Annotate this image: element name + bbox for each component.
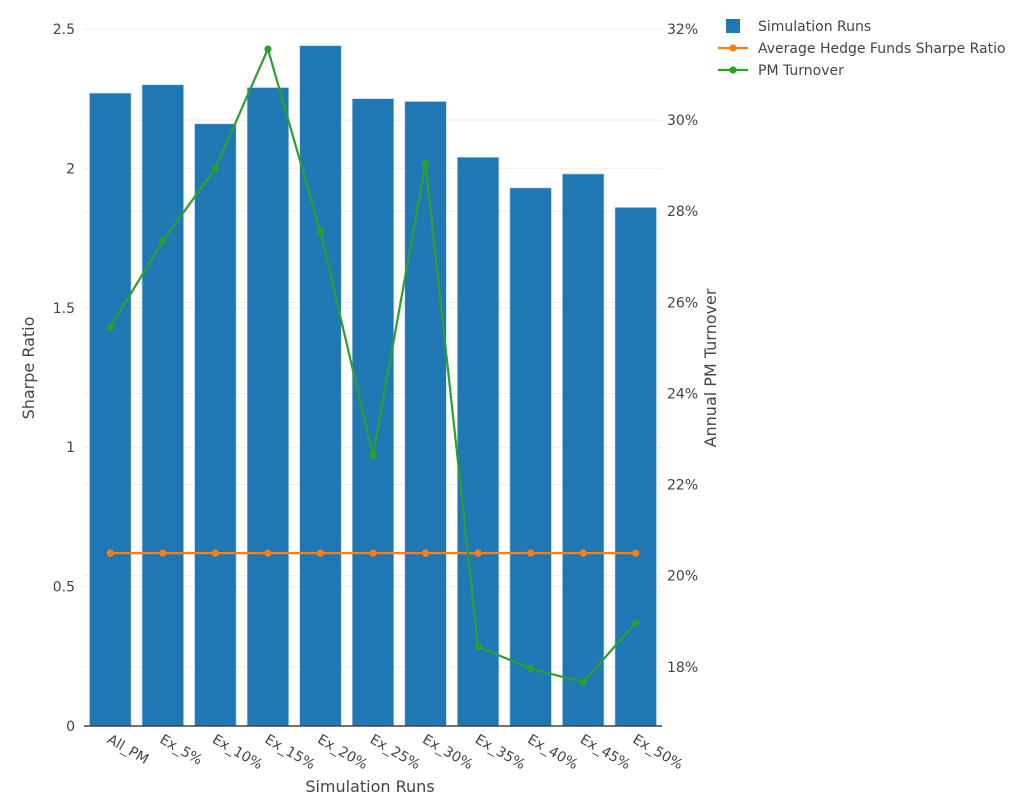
- x-tick-label: Ex_45%: [577, 732, 633, 773]
- x-tick-label: Ex_50%: [630, 732, 686, 773]
- legend-marker: [729, 44, 737, 52]
- data-point: [316, 228, 325, 236]
- legend-marker: [729, 66, 737, 74]
- legend-label: PM Turnover: [758, 63, 844, 79]
- legend-label: Simulation Runs: [758, 19, 871, 35]
- data-point: [211, 549, 219, 557]
- bar-series: [89, 45, 657, 727]
- x-tick-label: Ex_10%: [209, 732, 265, 773]
- data-point: [316, 549, 325, 557]
- data-point: [632, 549, 640, 557]
- legend-swatch: [726, 19, 740, 33]
- data-point: [632, 618, 640, 627]
- y2-tick-label: 28%: [667, 204, 698, 220]
- data-point: [579, 549, 587, 557]
- y-tick-label: 2.5: [53, 22, 75, 38]
- x-axis-ticks: All_PM Ex_5% Ex_10%Ex_15%Ex_20%Ex_25%Ex_30…: [104, 732, 685, 773]
- data-point: [159, 549, 167, 557]
- y-tick-label: 1: [66, 440, 75, 456]
- y2-axis-ticks: 18% 20% 22% 24% 26% 28% 30% 32%: [667, 22, 698, 676]
- data-point: [264, 549, 272, 557]
- bar: [509, 187, 552, 727]
- x-tick-label: Ex_30%: [420, 732, 476, 773]
- bar: [246, 87, 289, 727]
- y2-tick-label: 18%: [667, 660, 698, 676]
- y-tick-label: 0.5: [53, 580, 75, 596]
- data-point: [421, 549, 430, 557]
- bar: [194, 123, 237, 727]
- data-point: [211, 164, 219, 172]
- legend: Simulation Runs Average Hedge Funds Sharp…: [718, 19, 1006, 79]
- bar: [141, 84, 184, 727]
- data-point: [369, 549, 377, 557]
- y2-tick-label: 22%: [667, 478, 698, 494]
- data-point: [421, 159, 430, 167]
- x-tick-label: Ex_25%: [367, 732, 423, 773]
- bar: [299, 45, 342, 727]
- data-point: [474, 643, 482, 651]
- data-point: [369, 452, 377, 460]
- data-point: [474, 549, 482, 557]
- bar: [614, 207, 657, 727]
- data-point: [106, 549, 114, 557]
- y-tick-label: 0: [66, 719, 75, 735]
- data-point: [579, 678, 587, 686]
- x-tick-label: Ex_40%: [525, 732, 581, 773]
- y2-tick-label: 30%: [667, 113, 698, 129]
- y-axis-ticks: 0 0.5 1 1.5 2 2.5: [53, 22, 75, 735]
- x-tick-label: Ex_15%: [262, 732, 318, 773]
- bar: [404, 101, 447, 727]
- x-tick-label: Ex_20%: [314, 732, 370, 773]
- y-tick-label: 2: [66, 161, 75, 177]
- data-point: [527, 665, 535, 673]
- y2-tick-label: 24%: [667, 386, 698, 402]
- y-axis-title: Sharpe Ratio: [19, 317, 38, 420]
- bar: [562, 173, 605, 727]
- y2-tick-label: 26%: [667, 295, 698, 311]
- y2-tick-label: 32%: [667, 22, 698, 38]
- x-tick-label: All_PM: [104, 732, 151, 768]
- data-point: [264, 45, 272, 53]
- bar: [351, 98, 395, 727]
- y2-axis-title: Annual PM Turnover: [701, 288, 720, 447]
- y2-tick-label: 20%: [667, 569, 698, 585]
- legend-label: Average Hedge Funds Sharpe Ratio: [758, 41, 1006, 57]
- x-tick-label: Ex_35%: [472, 732, 528, 773]
- y-tick-label: 1.5: [53, 301, 75, 317]
- data-point: [159, 237, 167, 245]
- x-tick-label: Ex_5%: [157, 732, 205, 769]
- bar: [457, 156, 500, 727]
- x-axis-title: Simulation Runs: [305, 777, 434, 796]
- data-point: [106, 323, 114, 331]
- bar: [89, 92, 132, 727]
- line-series: [106, 45, 640, 686]
- data-point: [527, 549, 535, 557]
